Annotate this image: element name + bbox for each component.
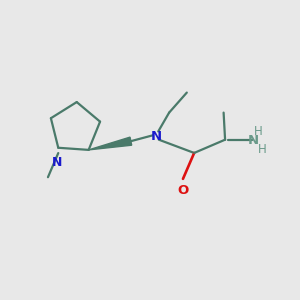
- Text: O: O: [177, 184, 189, 197]
- Text: H: H: [258, 143, 267, 157]
- Text: N: N: [150, 130, 161, 143]
- Polygon shape: [88, 137, 132, 150]
- Text: N: N: [52, 156, 62, 169]
- Text: H: H: [254, 125, 263, 138]
- Text: N: N: [248, 134, 259, 147]
